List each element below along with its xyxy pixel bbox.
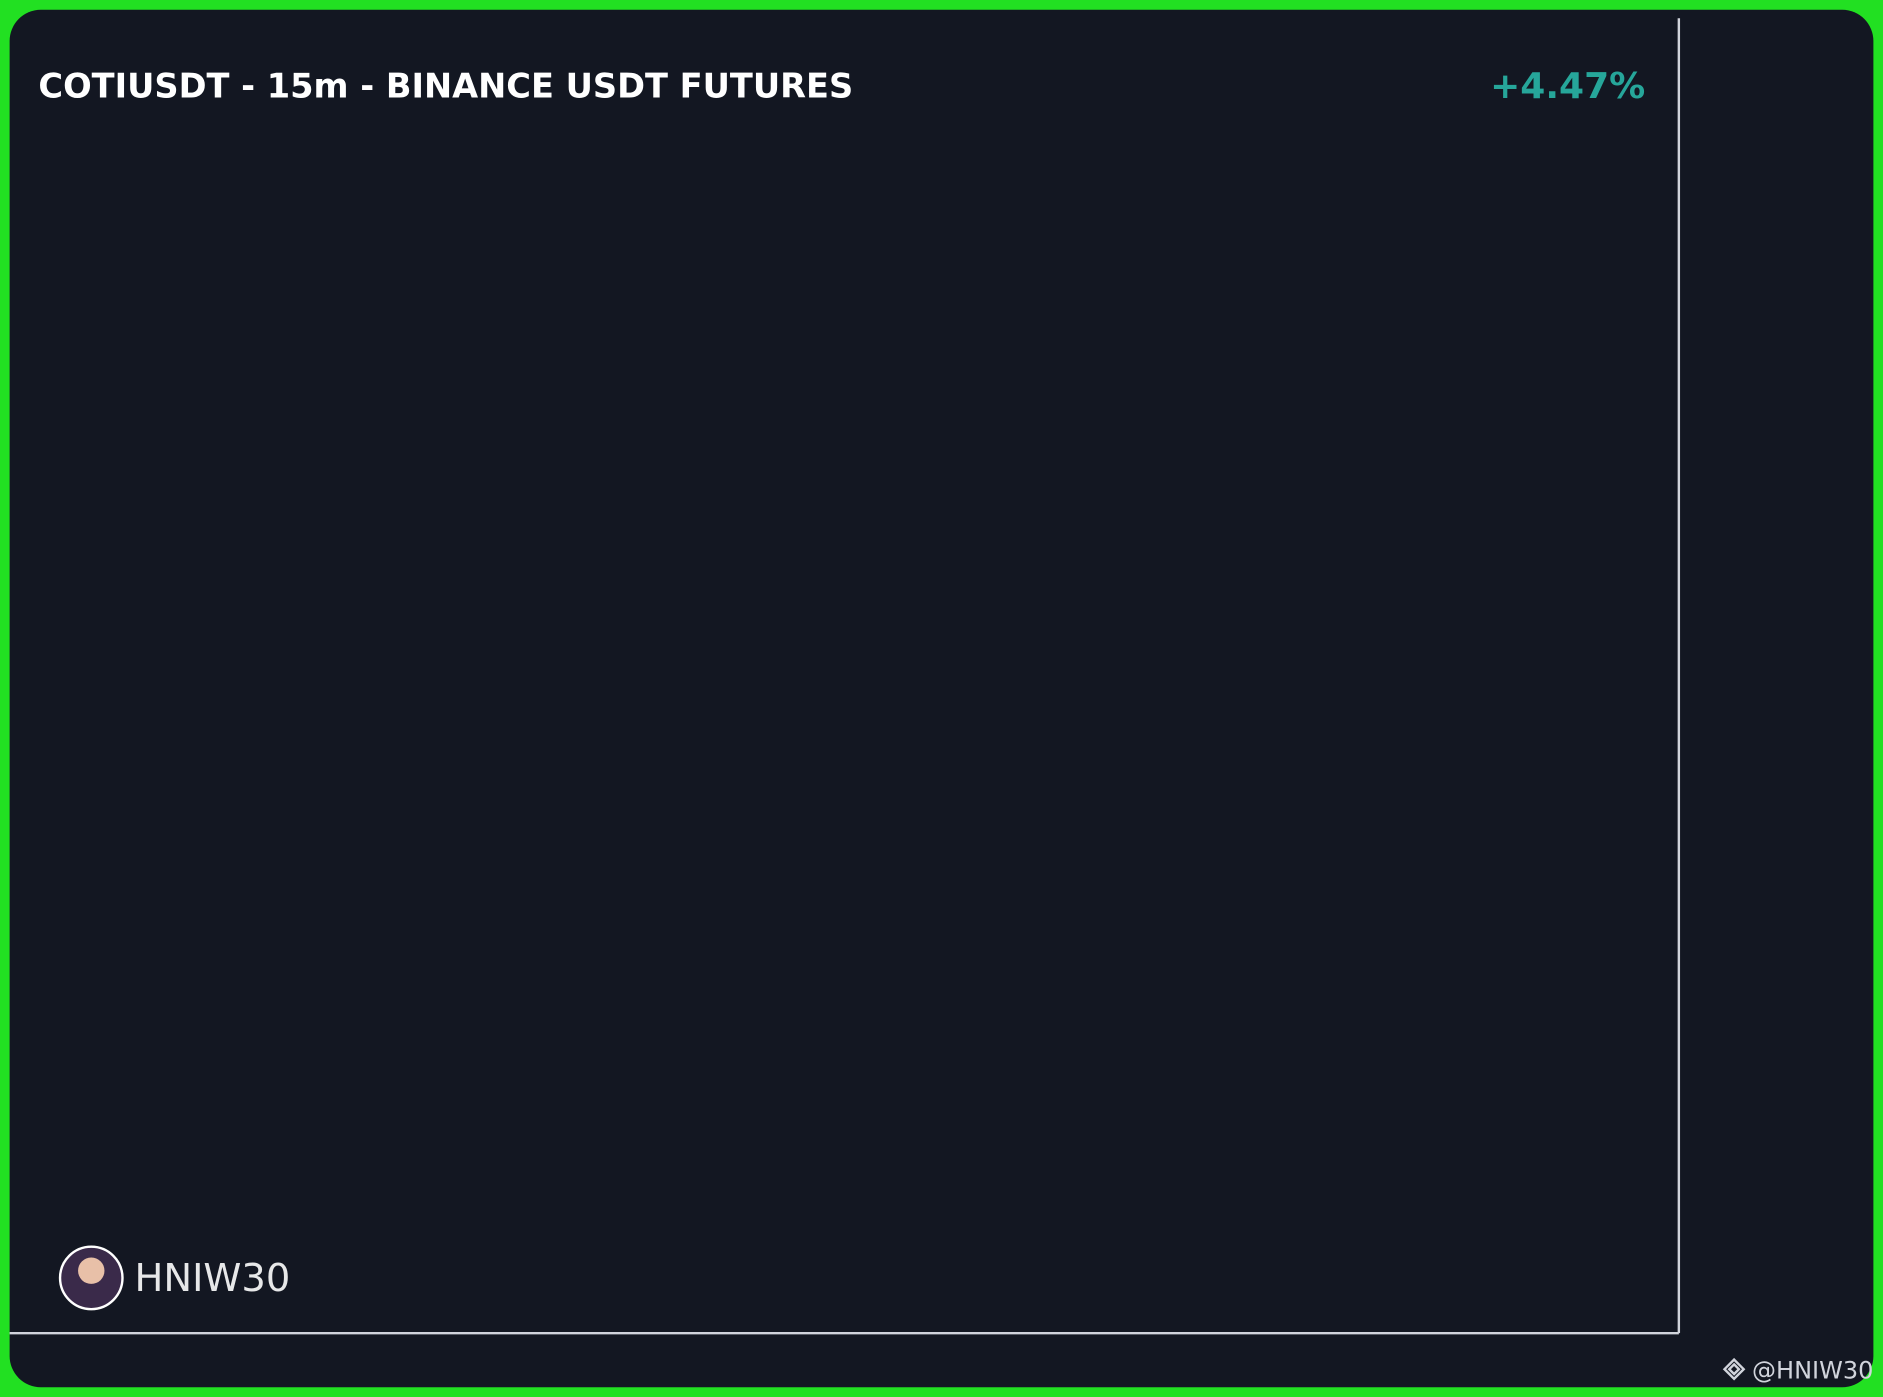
panel [9,9,1874,1388]
watermark-text: HNIW30 [135,1256,291,1301]
avatar-face [78,1257,105,1284]
axes [9,18,1681,1335]
watermark: HNIW30 [58,1245,291,1311]
credit-text: @HNIW30 [1752,1357,1873,1385]
credit: @HNIW30 [1722,1357,1873,1385]
chart-title: COTIUSDT - 15m - BINANCE USDT FUTURES [38,66,853,105]
profit-label: +4.47% [1490,66,1645,107]
exchange-icon [1722,1357,1746,1381]
